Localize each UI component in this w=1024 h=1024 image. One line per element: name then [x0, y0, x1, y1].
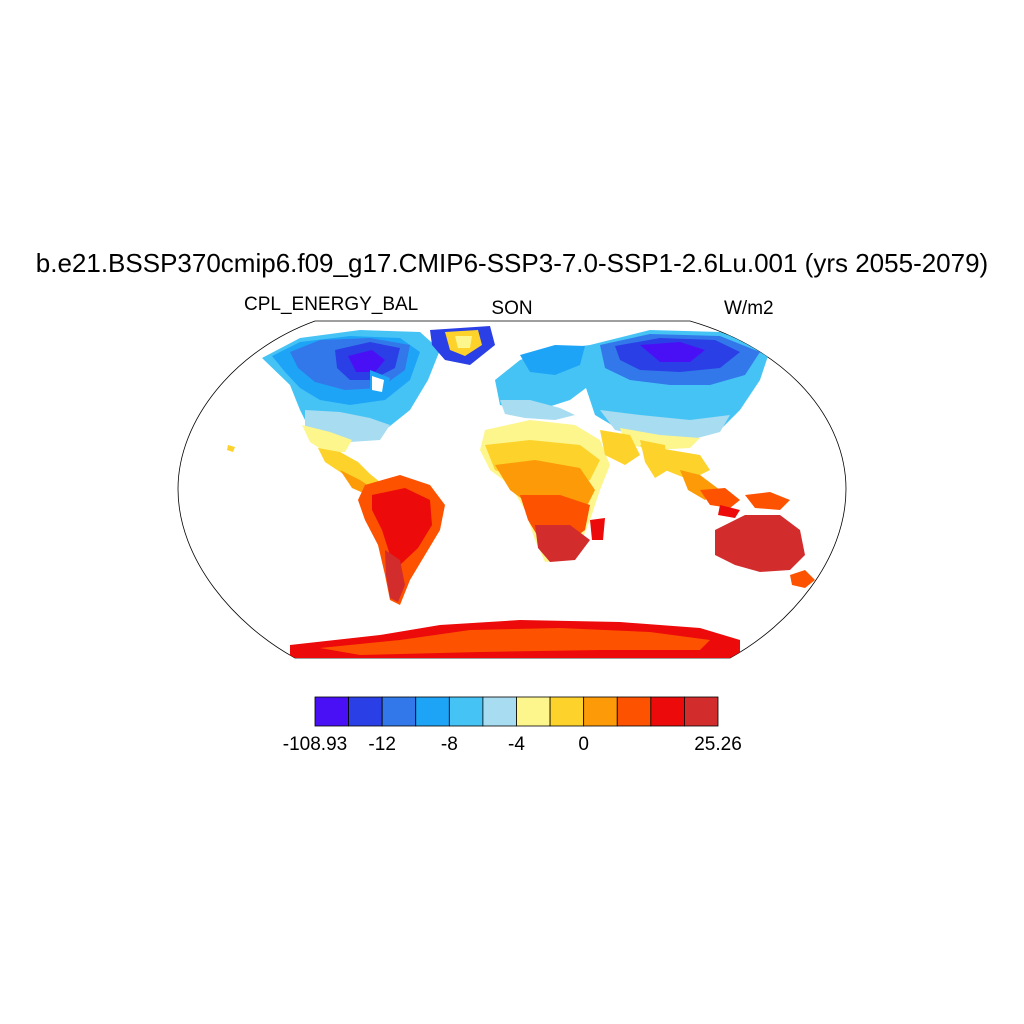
asia [585, 330, 770, 500]
colorbar-swatch [482, 696, 517, 727]
colorbar-swatch [516, 696, 551, 727]
colorbar-tick-label: -8 [440, 734, 458, 755]
season-label: SON [491, 298, 533, 319]
colorbar-tick-label: -4 [508, 734, 525, 755]
colorbar-swatch [448, 696, 484, 727]
antarctica [290, 620, 740, 658]
north-america [227, 330, 440, 496]
greenland [430, 326, 495, 365]
colorbar-swatch [381, 696, 417, 727]
colorbar-swatch [415, 696, 450, 727]
south-asia [600, 430, 668, 478]
colorbar-swatch [583, 696, 618, 727]
colorbar-swatch [348, 696, 383, 727]
land-layer [227, 326, 815, 658]
units-label: W/m2 [724, 298, 774, 319]
africa [480, 420, 610, 562]
colorbar-tick-label: 0 [578, 734, 589, 755]
colorbar-tick-label: -108.93 [282, 734, 348, 755]
map-title: b.e21.BSSP370cmip6.f09_g17.CMIP6-SSP3-7.… [35, 248, 989, 278]
colorbar-tick-label: -12 [368, 734, 396, 755]
colorbar-swatch [650, 696, 685, 727]
colorbar-swatch [549, 696, 585, 727]
australia [715, 515, 815, 588]
colorbar-tick-label: 25.26 [694, 734, 742, 755]
europe [495, 345, 600, 420]
maritime-asia [700, 488, 790, 518]
south-america [358, 475, 445, 605]
colorbar-swatch [684, 696, 719, 727]
colorbar-swatch [314, 696, 349, 727]
colorbar [314, 696, 719, 727]
colorbar-swatch [616, 696, 652, 727]
variable-label: CPL_ENERGY_BAL [244, 294, 419, 315]
